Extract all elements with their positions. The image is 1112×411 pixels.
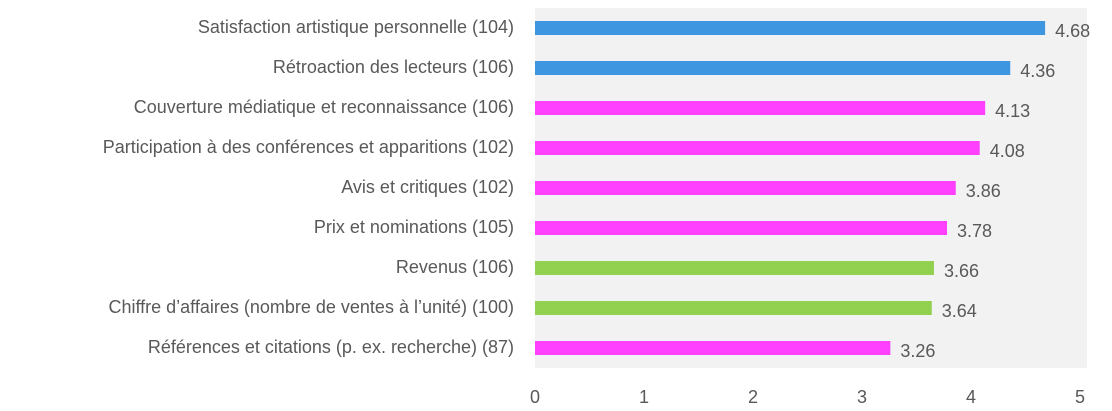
bar <box>535 181 956 195</box>
value-label: 4.13 <box>995 101 1030 121</box>
y-tick-label: Avis et critiques (102) <box>341 177 514 197</box>
bar <box>535 301 932 315</box>
value-label: 3.86 <box>966 181 1001 201</box>
value-label: 4.08 <box>990 141 1025 161</box>
x-tick-label: 3 <box>857 387 867 407</box>
x-tick-label: 2 <box>748 387 758 407</box>
bar <box>535 221 948 235</box>
x-tick-label: 1 <box>639 387 649 407</box>
bar <box>535 141 980 155</box>
value-label: 3.26 <box>900 341 935 361</box>
value-label: 4.36 <box>1020 61 1055 81</box>
y-tick-label: Satisfaction artistique personnelle (104… <box>198 17 514 37</box>
y-tick-label: Prix et nominations (105) <box>314 217 514 237</box>
bar <box>535 261 934 275</box>
x-tick-label: 4 <box>966 387 976 407</box>
value-label: 3.64 <box>942 301 977 321</box>
x-tick-label: 5 <box>1075 387 1085 407</box>
bar <box>535 21 1046 35</box>
y-tick-label: Rétroaction des lecteurs (106) <box>273 57 514 77</box>
value-label: 3.78 <box>957 221 992 241</box>
y-tick-label: Participation à des conférences et appar… <box>103 137 514 157</box>
y-tick-label: Revenus (106) <box>396 257 514 277</box>
y-tick-label: Références et citations (p. ex. recherch… <box>148 337 514 357</box>
x-tick-label: 0 <box>530 387 540 407</box>
value-label: 4.68 <box>1055 21 1090 41</box>
value-label: 3.66 <box>944 261 979 281</box>
bar <box>535 101 986 115</box>
bar <box>535 341 891 355</box>
bar <box>535 61 1011 75</box>
y-tick-label: Chiffre d’affaires (nombre de ventes à l… <box>108 297 514 317</box>
y-tick-label: Couverture médiatique et reconnaissance … <box>134 97 514 117</box>
